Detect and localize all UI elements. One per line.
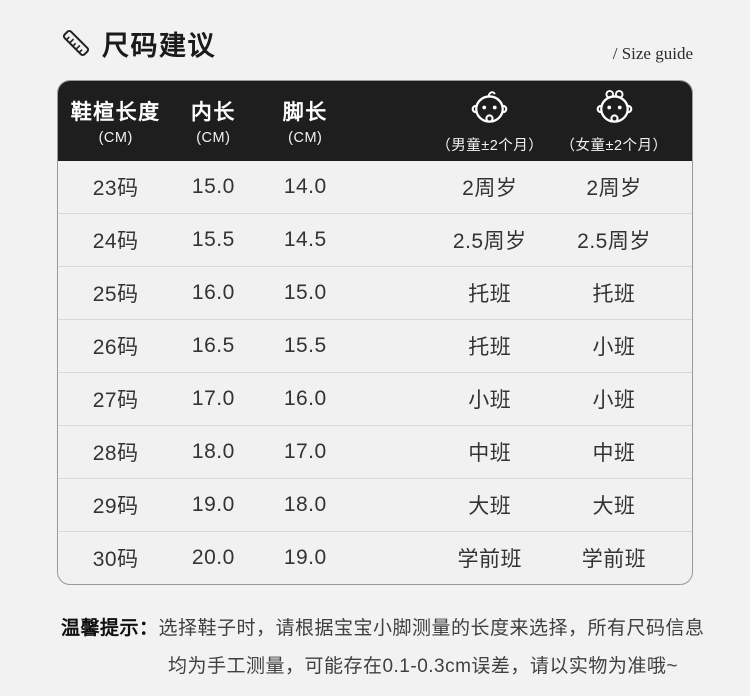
col-header-unit: (CM) [98, 130, 133, 146]
table-row: 26码 16.5 15.5 托班 小班 [58, 319, 692, 372]
tips-text-1: 选择鞋子时，请根据宝宝小脚测量的长度来选择，所有尺码信息 [158, 618, 705, 639]
baby-girl-icon [596, 90, 632, 123]
table-cell: 25码 [92, 283, 139, 306]
table-row: 24码 15.5 14.5 2.5周岁 2.5周岁 [58, 213, 692, 266]
table-cell: 2.5周岁 [577, 230, 651, 253]
table-cell: 2周岁 [462, 177, 518, 200]
size-guide-label: / Size guide [612, 44, 693, 63]
table-cell: 学前班 [457, 548, 522, 571]
table-cell: 24码 [92, 230, 139, 253]
col-header-unit: (CM) [288, 130, 323, 146]
col-header-label: 脚长 [282, 101, 328, 124]
table-cell: 30码 [92, 548, 139, 571]
table-cell: 小班 [592, 336, 636, 359]
table-cell: 2周岁 [586, 177, 642, 200]
col-header-label: 鞋楦长度 [70, 101, 161, 124]
table-row: 29码 19.0 18.0 大班 大班 [58, 478, 692, 531]
table-cell: 16.0 [283, 387, 327, 410]
table-row: 28码 18.0 17.0 中班 中班 [58, 425, 692, 478]
table-cell: 23码 [92, 177, 139, 200]
table-cell: 19.0 [191, 493, 235, 516]
col-header-boy-age: （男童±2个月） [436, 81, 543, 161]
table-cell: 18.0 [191, 440, 235, 463]
table-body: 23码 15.0 14.0 2周岁 2周岁 24码 15.5 14.5 2.5周岁 2.5周岁 25… [58, 161, 692, 584]
table-cell: 小班 [592, 389, 636, 412]
col-header-girl-age: （女童±2个月） [561, 81, 668, 161]
tips: 温馨提示： 选择鞋子时，请根据宝宝小脚测量的长度来选择，所有尺码信息 均为手工测… [57, 610, 704, 686]
table-cell: 中班 [592, 442, 636, 465]
table-cell: 17.0 [283, 440, 327, 463]
table-cell: 2.5周岁 [452, 230, 527, 253]
table-cell: 15.5 [283, 334, 327, 357]
table-cell: 大班 [468, 495, 512, 518]
table-row: 27码 17.0 16.0 小班 小班 [58, 372, 692, 425]
col-header-label: 内长 [190, 101, 236, 124]
table-header: 鞋楦长度 (CM) 内长 (CM) 脚长 (CM) （男童±2个月） [58, 81, 692, 161]
tips-line-2: 均为手工测量，可能存在0.1-0.3cm误差，请以实物为准哦~ [167, 656, 679, 677]
table-cell: 托班 [468, 283, 512, 306]
table-cell: 托班 [592, 283, 636, 306]
page-title: 尺码建议 [102, 30, 216, 61]
col-header-inner-length: 内长 (CM) [191, 81, 236, 161]
table-row: 30码 20.0 19.0 学前班 学前班 [58, 531, 692, 584]
table-cell: 15.0 [283, 281, 327, 304]
tips-label: 温馨提示： [61, 618, 159, 639]
title-bar: 尺码建议 / Size guide [57, 20, 693, 66]
table-cell: 18.0 [283, 493, 327, 516]
ruler-icon [62, 29, 90, 57]
table-cell: 26码 [92, 336, 139, 359]
table-cell: 14.0 [283, 175, 327, 198]
table-cell: 19.0 [283, 546, 327, 569]
table-cell: 28码 [92, 442, 139, 465]
col-header-unit: (CM) [196, 130, 231, 146]
table-cell: 15.5 [191, 228, 235, 251]
table-cell: 小班 [468, 389, 512, 412]
table-cell: 中班 [468, 442, 512, 465]
col-header-label: （男童±2个月） [436, 138, 544, 154]
table-cell: 14.5 [283, 228, 327, 251]
tips-line-1: 温馨提示： 选择鞋子时，请根据宝宝小脚测量的长度来选择，所有尺码信息 [57, 610, 704, 648]
table-cell: 16.5 [191, 334, 235, 357]
table-cell: 托班 [468, 336, 512, 359]
table-cell: 17.0 [191, 387, 235, 410]
table-cell: 学前班 [581, 548, 647, 571]
size-table-card: 鞋楦长度 (CM) 内长 (CM) 脚长 (CM) （男童±2个月） [57, 80, 693, 585]
table-cell: 15.0 [191, 175, 235, 198]
table-cell: 16.0 [191, 281, 235, 304]
col-header-foot-length: 脚长 (CM) [283, 81, 328, 161]
col-header-label: （女童±2个月） [560, 138, 668, 154]
baby-boy-icon [471, 91, 508, 123]
table-row: 23码 15.0 14.0 2周岁 2周岁 [58, 161, 692, 213]
table-row: 25码 16.0 15.0 托班 托班 [58, 266, 692, 319]
table-cell: 大班 [592, 495, 636, 518]
table-cell: 29码 [92, 495, 139, 518]
table-cell: 27码 [92, 389, 139, 412]
col-header-last-length: 鞋楦长度 (CM) [71, 81, 161, 161]
table-cell: 20.0 [191, 546, 235, 569]
